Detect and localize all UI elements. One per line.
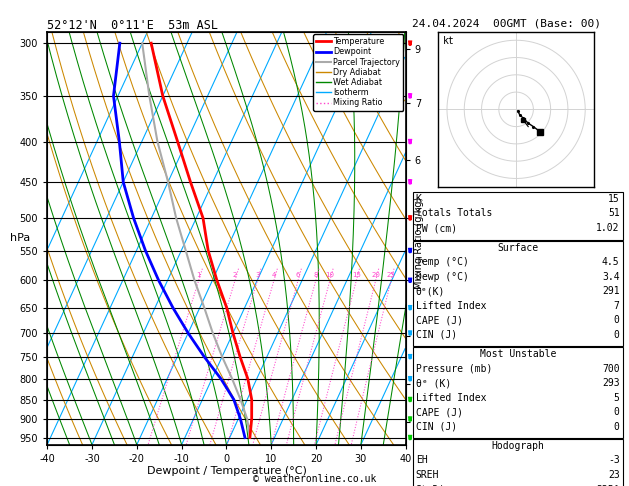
Text: 5: 5 (614, 393, 620, 403)
Text: kt: kt (443, 36, 455, 46)
Y-axis label: km
ASL: km ASL (431, 227, 450, 249)
X-axis label: Dewpoint / Temperature (°C): Dewpoint / Temperature (°C) (147, 467, 306, 476)
Text: 8: 8 (314, 272, 318, 278)
Text: 1.02: 1.02 (596, 223, 620, 233)
Text: 0: 0 (614, 407, 620, 417)
Text: Temp (°C): Temp (°C) (416, 257, 469, 267)
Text: EH: EH (416, 455, 428, 466)
Text: 15: 15 (352, 272, 361, 278)
Text: 23: 23 (608, 470, 620, 480)
Text: CIN (J): CIN (J) (416, 422, 457, 432)
Text: 0: 0 (614, 330, 620, 340)
Text: 24.04.2024  00GMT (Base: 00): 24.04.2024 00GMT (Base: 00) (412, 18, 601, 29)
Text: Most Unstable: Most Unstable (480, 349, 556, 359)
Text: 293: 293 (602, 378, 620, 388)
Text: Mixing Ratio (g/kg): Mixing Ratio (g/kg) (414, 197, 424, 289)
Text: CIN (J): CIN (J) (416, 330, 457, 340)
Text: 3.4: 3.4 (602, 272, 620, 282)
Text: -3: -3 (608, 455, 620, 466)
Text: © weatheronline.co.uk: © weatheronline.co.uk (253, 473, 376, 484)
Text: Pressure (mb): Pressure (mb) (416, 364, 492, 374)
Text: 4.5: 4.5 (602, 257, 620, 267)
Text: 25: 25 (387, 272, 396, 278)
Text: CAPE (J): CAPE (J) (416, 407, 463, 417)
Text: 291: 291 (602, 286, 620, 296)
Text: LCL: LCL (413, 436, 429, 446)
Text: 6: 6 (296, 272, 300, 278)
Text: θᵉ (K): θᵉ (K) (416, 378, 451, 388)
Legend: Temperature, Dewpoint, Parcel Trajectory, Dry Adiabat, Wet Adiabat, Isotherm, Mi: Temperature, Dewpoint, Parcel Trajectory… (313, 34, 403, 111)
Text: Lifted Index: Lifted Index (416, 393, 486, 403)
Text: 0: 0 (614, 315, 620, 326)
Text: θᵉ(K): θᵉ(K) (416, 286, 445, 296)
Text: 51: 51 (608, 208, 620, 219)
Text: 52°12'N  0°11'E  53m ASL: 52°12'N 0°11'E 53m ASL (47, 18, 218, 32)
Text: 3: 3 (255, 272, 260, 278)
Text: 15: 15 (608, 194, 620, 204)
Text: K: K (416, 194, 421, 204)
Text: 7: 7 (614, 301, 620, 311)
Text: SREH: SREH (416, 470, 439, 480)
Text: 1: 1 (196, 272, 201, 278)
Text: CAPE (J): CAPE (J) (416, 315, 463, 326)
Text: Lifted Index: Lifted Index (416, 301, 486, 311)
Text: 20: 20 (371, 272, 380, 278)
Text: 10: 10 (325, 272, 335, 278)
Text: PW (cm): PW (cm) (416, 223, 457, 233)
Text: Totals Totals: Totals Totals (416, 208, 492, 219)
Text: 335°: 335° (596, 485, 620, 486)
Text: Dewp (°C): Dewp (°C) (416, 272, 469, 282)
Text: StmDir: StmDir (416, 485, 451, 486)
Text: hPa: hPa (10, 233, 30, 243)
Text: 700: 700 (602, 364, 620, 374)
Text: 4: 4 (272, 272, 276, 278)
Text: Hodograph: Hodograph (491, 441, 545, 451)
Text: Surface: Surface (498, 243, 538, 253)
Text: 2: 2 (233, 272, 237, 278)
Text: 0: 0 (614, 422, 620, 432)
